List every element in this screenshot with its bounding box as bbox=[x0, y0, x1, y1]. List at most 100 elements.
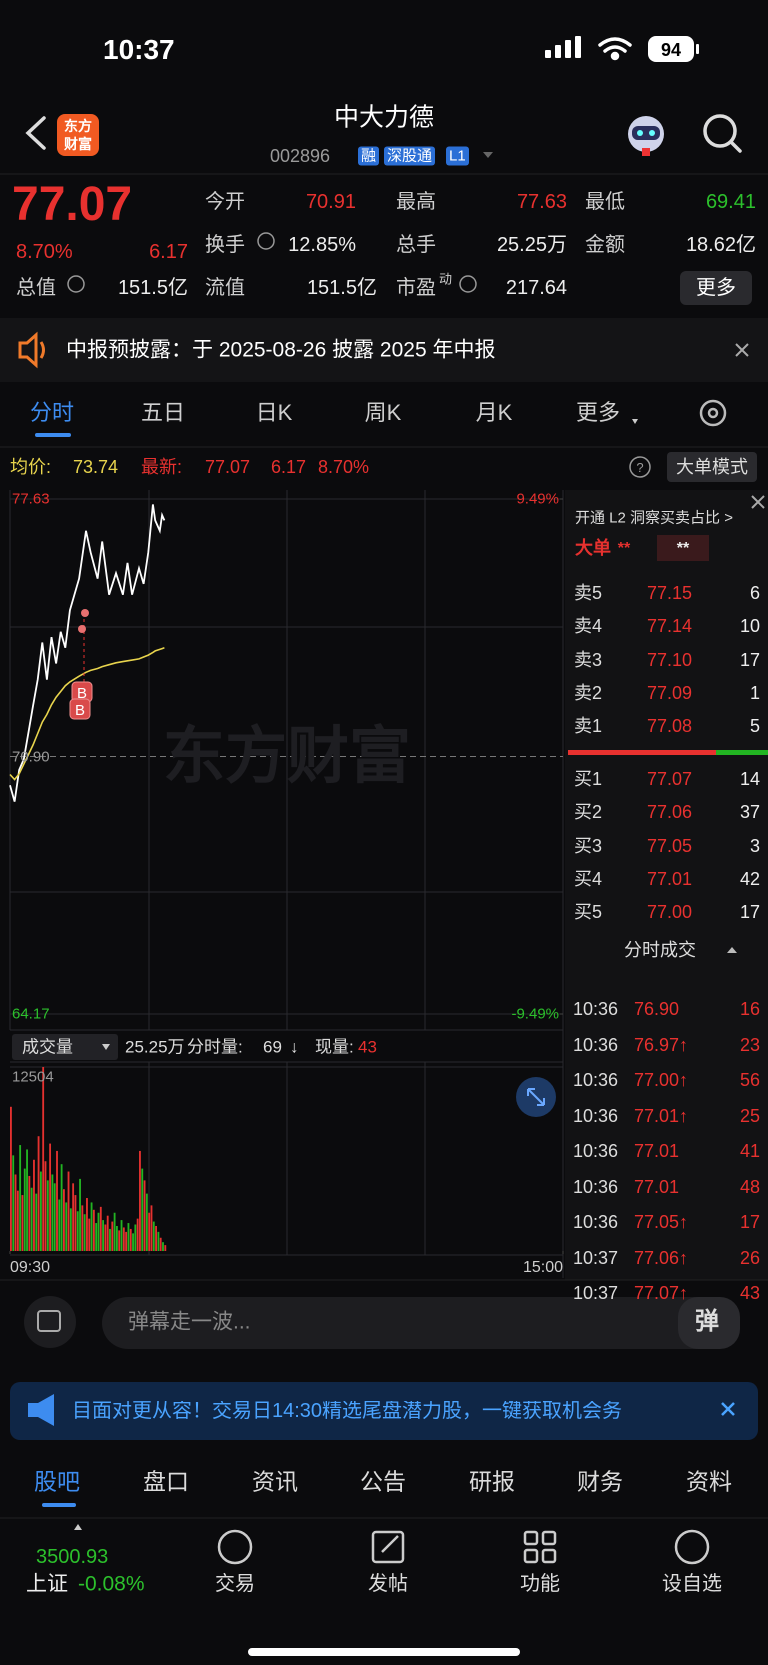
bottom-tab[interactable]: 财务 bbox=[577, 1468, 623, 1495]
chart-tab[interactable]: 日K bbox=[255, 400, 293, 425]
trade-price: 77.06↑ bbox=[634, 1247, 689, 1268]
close-banner[interactable] bbox=[721, 1402, 735, 1416]
close-notice[interactable] bbox=[735, 343, 749, 357]
volume-bar bbox=[118, 1230, 121, 1251]
more-button[interactable] bbox=[680, 271, 752, 305]
action-icons[interactable] bbox=[217, 1529, 710, 1565]
search-icon[interactable] bbox=[703, 114, 742, 153]
field-label: 总值 bbox=[16, 277, 56, 299]
badge: 融 bbox=[358, 146, 380, 166]
chart-tab[interactable]: 五日 bbox=[140, 400, 186, 425]
field-value: 18.62亿 bbox=[685, 234, 756, 256]
trade-price: 76.97↑ bbox=[634, 1034, 689, 1055]
comment-placeholder[interactable]: 弹幕走一波... bbox=[128, 1310, 251, 1334]
chart-info: 77.07 bbox=[205, 457, 251, 477]
x-tick-label: 15:00 bbox=[522, 1259, 563, 1276]
mode-button[interactable] bbox=[667, 452, 757, 482]
action-button[interactable]: 设自选 bbox=[662, 1573, 722, 1595]
trade-price: 77.05↑ bbox=[634, 1212, 689, 1232]
bottom-tab[interactable]: 股吧 bbox=[34, 1468, 80, 1495]
help-mark: ? bbox=[636, 460, 643, 475]
trade-time: 10:36 bbox=[573, 1212, 619, 1232]
volume-bar bbox=[83, 1214, 86, 1251]
signal-icon bbox=[545, 36, 581, 58]
volume-bar bbox=[159, 1237, 162, 1251]
volume-bar bbox=[26, 1149, 28, 1251]
field-value: 25.25万 bbox=[496, 234, 567, 256]
order-level: 卖5 bbox=[574, 583, 603, 603]
trade-price: 77.07↑ bbox=[634, 1283, 689, 1303]
trade-volume: 16 bbox=[739, 999, 760, 1019]
volume-bar bbox=[49, 1143, 52, 1251]
danmaku-button[interactable] bbox=[678, 1297, 740, 1349]
order-price: 77.10 bbox=[646, 650, 692, 670]
back-button[interactable] bbox=[25, 116, 46, 150]
settings-icon[interactable] bbox=[699, 399, 727, 427]
trade-price: 77.01↑ bbox=[634, 1105, 689, 1126]
masked-value: ** bbox=[676, 540, 690, 557]
chart-tab[interactable]: 更多 bbox=[575, 400, 621, 425]
comment-icon[interactable] bbox=[24, 1296, 76, 1348]
action-button[interactable]: 发帖 bbox=[368, 1573, 408, 1595]
expand-icon[interactable] bbox=[516, 1077, 556, 1117]
l2-link[interactable]: 开通 L2 洞察买卖占比 > bbox=[575, 509, 733, 527]
field-value: 151.5亿 bbox=[117, 277, 188, 299]
robot-icon[interactable] bbox=[628, 116, 664, 156]
logo-text: 东方 bbox=[64, 118, 92, 134]
mode-button[interactable]: 大单模式 bbox=[676, 457, 748, 477]
volume-bar bbox=[74, 1195, 77, 1251]
order-volume: 42 bbox=[739, 869, 760, 889]
trade-volume: 48 bbox=[739, 1176, 760, 1197]
y2-tick-label: -9.49% bbox=[511, 1005, 559, 1023]
dropdown-arrow[interactable] bbox=[483, 152, 493, 158]
volume-bar bbox=[90, 1202, 93, 1251]
close-panel[interactable] bbox=[751, 495, 765, 509]
chart-tab[interactable]: 月K bbox=[475, 400, 513, 425]
danmaku-button[interactable]: 弹 bbox=[695, 1308, 719, 1335]
price-line bbox=[9, 504, 166, 802]
banner[interactable] bbox=[10, 1382, 758, 1440]
banner-text[interactable]: 目面对更从容！交易日14:30精选尾盘潜力股，一键获取机会务 bbox=[72, 1401, 623, 1421]
action-button[interactable]: 交易 bbox=[215, 1573, 255, 1595]
battery-level: 94 bbox=[660, 40, 682, 60]
volume-bar bbox=[53, 1183, 56, 1251]
trade-volume: 26 bbox=[739, 1247, 760, 1268]
more-button[interactable]: 更多 bbox=[696, 277, 736, 299]
bottom-tab[interactable]: 公告 bbox=[360, 1468, 406, 1495]
action-button[interactable]: 功能 bbox=[520, 1573, 560, 1595]
order-volume: 1 bbox=[749, 683, 760, 703]
bottom-tab[interactable]: 资料 bbox=[686, 1468, 732, 1495]
trade-time: 10:36 bbox=[573, 1105, 619, 1126]
tab-underline bbox=[35, 433, 71, 437]
volume-selector[interactable] bbox=[12, 1034, 118, 1060]
volume-bar bbox=[81, 1205, 84, 1251]
field-value: 12.85% bbox=[288, 234, 356, 256]
logo bbox=[57, 114, 99, 156]
bottom-tab[interactable]: 研报 bbox=[469, 1468, 515, 1495]
comment-input[interactable] bbox=[102, 1297, 740, 1349]
bottom-tab[interactable]: 盘口 bbox=[143, 1468, 189, 1495]
order-price: 77.08 bbox=[646, 716, 692, 736]
order-level: 卖2 bbox=[574, 683, 603, 703]
field-label: 市盈 bbox=[396, 277, 436, 299]
index-arrow bbox=[74, 1524, 82, 1530]
volume-bar bbox=[141, 1168, 144, 1251]
volume-info: 25.25万 bbox=[125, 1037, 185, 1057]
order-level: 买1 bbox=[574, 769, 603, 789]
volume-bar bbox=[122, 1227, 125, 1251]
bottom-tab[interactable]: 资讯 bbox=[252, 1468, 298, 1495]
chart-tab[interactable]: 周K bbox=[364, 400, 402, 425]
help-icon[interactable] bbox=[629, 456, 651, 478]
price: 77.07 bbox=[12, 178, 133, 231]
chart-tab[interactable]: 分时 bbox=[29, 400, 75, 425]
chart-info: 73.74 bbox=[73, 457, 119, 477]
volume-info[interactable]: 成交量 bbox=[22, 1037, 73, 1057]
info-icons[interactable] bbox=[67, 232, 477, 293]
volume-info: 69 bbox=[263, 1037, 282, 1057]
volume-bar bbox=[111, 1221, 114, 1251]
volume-bar bbox=[39, 1171, 42, 1251]
buy-marker-label: B bbox=[75, 702, 85, 719]
y-tick-label: 12504 bbox=[12, 1068, 54, 1086]
field-label: 最低 bbox=[585, 191, 625, 213]
